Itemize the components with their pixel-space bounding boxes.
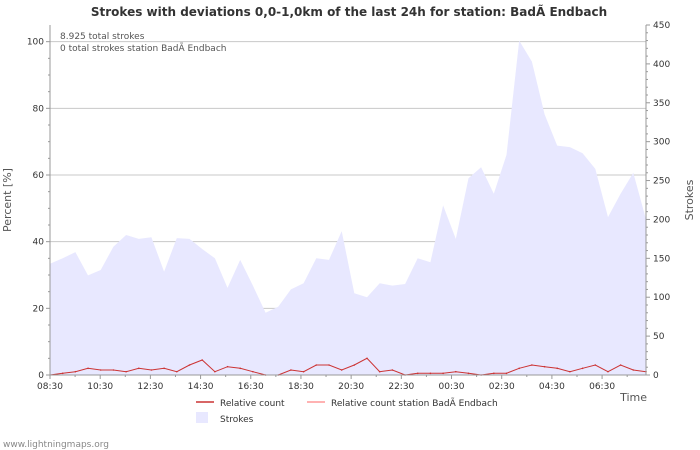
x-tick-label-2: 12:30 — [137, 382, 163, 392]
relative-count-point — [61, 372, 64, 375]
right-tick-label-0: 0 — [653, 371, 659, 381]
relative-count-point — [99, 369, 102, 371]
relative-count-point — [74, 370, 77, 373]
y-axis-label-left: Percent [%] — [1, 168, 14, 232]
relative-count-point — [569, 370, 571, 373]
right-tick-label-450: 450 — [653, 21, 670, 31]
relative-count-point — [493, 372, 495, 375]
left-tick-label-0: 0 — [38, 371, 44, 381]
x-tick-label-4: 16:30 — [238, 382, 264, 392]
x-axis-label: Time — [619, 391, 647, 404]
left-tick-label-20: 20 — [33, 304, 45, 314]
x-tick-label-9: 02:30 — [489, 382, 515, 392]
relative-count-point — [302, 370, 305, 373]
plot-area — [49, 25, 647, 376]
legend-label-strokes: Strokes — [220, 415, 254, 425]
legend-swatch-strokes — [196, 412, 208, 423]
x-tick-label-0: 08:30 — [37, 382, 63, 392]
relative-count-point — [137, 367, 140, 370]
legend-label-relative-count-station: Relative count station BadÃ Endbach — [331, 398, 498, 409]
x-axis-ticks: 08:30 10:30 12:30 14:30 16:30 18:30 20:30 22:30… — [37, 375, 628, 392]
relative-count-point — [87, 367, 89, 370]
relative-count-point — [176, 370, 178, 373]
relative-count-point — [214, 370, 216, 373]
relative-count-point — [239, 367, 242, 370]
legend: Relative count Relative count station Ba… — [196, 398, 498, 425]
x-tick-label-10: 04:30 — [539, 382, 565, 392]
relative-count-point — [429, 372, 432, 375]
strokes-area — [50, 40, 646, 375]
left-tick-label-60: 60 — [33, 171, 45, 181]
relative-count-point — [201, 359, 203, 361]
relative-count-point — [112, 369, 115, 371]
relative-count-point — [619, 364, 622, 366]
relative-count-point — [581, 367, 584, 370]
legend-label-relative-count: Relative count — [220, 399, 285, 409]
relative-count-point — [328, 364, 330, 366]
chart-title: Strokes with deviations 0,0-1,0km of the… — [91, 4, 607, 19]
relative-count-point — [518, 367, 520, 370]
right-axis-ticks: 0 50 100 150 200 250 300 350 400 450 — [646, 21, 670, 381]
right-tick-label-250: 250 — [653, 177, 670, 187]
relative-count-line — [49, 357, 647, 376]
relative-count-point — [188, 364, 191, 366]
relative-count-point — [454, 370, 457, 373]
relative-count-point — [442, 372, 444, 375]
relative-count-point — [632, 369, 635, 371]
x-tick-label-8: 00:30 — [439, 382, 465, 392]
relative-count-point — [556, 367, 559, 370]
relative-count-point — [366, 357, 368, 360]
right-tick-label-150: 150 — [653, 254, 670, 264]
relative-count-point — [315, 364, 318, 366]
relative-count-point — [378, 370, 381, 373]
left-tick-label-40: 40 — [33, 238, 45, 248]
x-tick-label-6: 20:30 — [338, 382, 364, 392]
relative-count-point — [416, 372, 419, 375]
relative-count-point — [252, 370, 254, 373]
relative-count-point — [607, 370, 609, 373]
relative-count-point — [353, 364, 356, 366]
right-tick-label-100: 100 — [653, 293, 670, 303]
relative-count-point — [467, 372, 470, 375]
relative-count-point — [594, 364, 597, 366]
x-tick-label-5: 18:30 — [288, 382, 314, 392]
relative-count-point — [125, 370, 127, 373]
relative-count-point — [150, 369, 153, 371]
x-tick-label-7: 22:30 — [388, 382, 414, 392]
right-tick-label-200: 200 — [653, 215, 670, 225]
left-tick-label-80: 80 — [33, 104, 45, 114]
right-tick-label-300: 300 — [653, 138, 670, 148]
relative-count-point — [163, 367, 165, 370]
relative-count-point — [531, 364, 533, 366]
relative-count-point — [290, 369, 292, 371]
right-tick-label-50: 50 — [653, 332, 665, 342]
left-axis-ticks: 0 20 40 60 80 100 — [27, 38, 50, 381]
relative-count-point — [543, 365, 546, 368]
relative-count-point — [226, 365, 229, 368]
x-tick-label-11: 06:30 — [589, 382, 615, 392]
footer-credit: www.lightningmaps.org — [3, 440, 109, 450]
info-line-total: 8.925 total strokes — [60, 32, 145, 42]
relative-count-point — [505, 372, 508, 375]
y-axis-label-right: Strokes — [683, 179, 696, 220]
x-tick-label-3: 14:30 — [188, 382, 214, 392]
x-tick-label-1: 10:30 — [87, 382, 113, 392]
axes: 0 20 40 60 80 100 0 50 100 150 200 250 300 350 400 450… — [27, 21, 671, 392]
relative-count-point — [340, 369, 343, 371]
relative-count-point — [391, 369, 394, 371]
right-tick-label-350: 350 — [653, 99, 670, 109]
right-tick-label-400: 400 — [653, 60, 670, 70]
info-line-station: 0 total strokes station BadÃ Endbach — [60, 43, 226, 54]
left-tick-label-100: 100 — [27, 38, 44, 48]
